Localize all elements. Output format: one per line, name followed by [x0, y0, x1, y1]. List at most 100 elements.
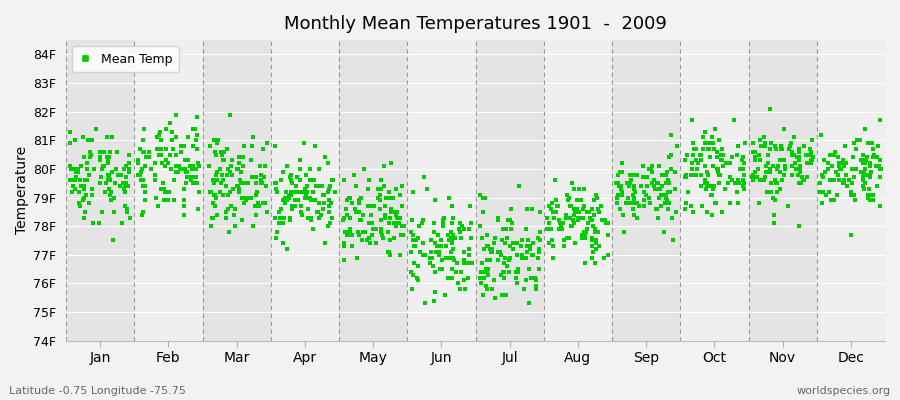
- Point: [256, 174, 271, 181]
- Point: [839, 160, 853, 166]
- Point: [436, 223, 451, 229]
- Point: [496, 269, 510, 275]
- Legend: Mean Temp: Mean Temp: [72, 46, 179, 72]
- Point: [688, 157, 703, 164]
- Point: [77, 186, 92, 192]
- Point: [860, 154, 874, 161]
- Point: [627, 183, 642, 189]
- Point: [395, 232, 410, 238]
- Point: [580, 220, 595, 226]
- Point: [184, 163, 198, 169]
- Point: [73, 203, 87, 209]
- Point: [291, 174, 305, 181]
- Point: [207, 177, 221, 184]
- Point: [158, 188, 172, 195]
- Point: [190, 146, 204, 152]
- Point: [285, 188, 300, 195]
- Point: [679, 200, 693, 206]
- Point: [642, 194, 656, 201]
- Point: [76, 134, 90, 141]
- Point: [853, 137, 868, 144]
- Point: [685, 117, 699, 124]
- Point: [725, 154, 740, 161]
- Point: [244, 157, 258, 164]
- Point: [154, 137, 168, 144]
- Point: [185, 180, 200, 186]
- Point: [472, 192, 487, 198]
- Point: [444, 234, 458, 241]
- Point: [475, 234, 490, 241]
- Point: [408, 243, 422, 249]
- Point: [678, 174, 692, 181]
- Point: [491, 249, 505, 255]
- Bar: [544, 40, 612, 340]
- Point: [734, 157, 749, 164]
- Point: [668, 168, 682, 175]
- Point: [100, 154, 114, 161]
- Point: [297, 194, 311, 201]
- Point: [713, 172, 727, 178]
- Point: [352, 209, 366, 215]
- Point: [463, 203, 477, 209]
- Point: [388, 212, 402, 218]
- Point: [612, 183, 626, 189]
- Point: [664, 214, 679, 221]
- Point: [847, 140, 861, 146]
- Point: [582, 214, 597, 221]
- Point: [439, 254, 454, 261]
- Point: [491, 214, 505, 221]
- Point: [412, 223, 427, 229]
- Point: [556, 243, 571, 249]
- Point: [122, 168, 136, 175]
- Point: [580, 226, 594, 232]
- Point: [63, 177, 77, 184]
- Point: [776, 157, 790, 164]
- Point: [366, 203, 381, 209]
- Point: [572, 209, 586, 215]
- Point: [522, 266, 536, 272]
- Point: [753, 137, 768, 144]
- Point: [107, 209, 122, 215]
- Point: [209, 177, 223, 184]
- Point: [590, 246, 604, 252]
- Point: [133, 146, 148, 152]
- Point: [587, 212, 601, 218]
- Point: [362, 234, 376, 241]
- Point: [706, 163, 720, 169]
- Point: [374, 197, 388, 204]
- Point: [106, 237, 121, 244]
- Point: [832, 160, 846, 166]
- Point: [407, 243, 421, 249]
- Point: [224, 203, 238, 209]
- Point: [847, 174, 861, 181]
- Point: [339, 206, 354, 212]
- Point: [342, 229, 356, 235]
- Point: [763, 168, 778, 175]
- Point: [759, 163, 773, 169]
- Point: [427, 297, 441, 304]
- Point: [693, 151, 707, 158]
- Point: [423, 237, 437, 244]
- Point: [273, 214, 287, 221]
- Point: [69, 168, 84, 175]
- Point: [648, 186, 662, 192]
- Point: [860, 157, 874, 164]
- Point: [731, 200, 745, 206]
- Point: [254, 177, 268, 184]
- Point: [844, 232, 859, 238]
- Point: [436, 214, 451, 221]
- Point: [827, 151, 842, 158]
- Point: [100, 134, 114, 141]
- Point: [65, 177, 79, 184]
- Point: [511, 266, 526, 272]
- Point: [212, 137, 226, 144]
- Point: [96, 148, 111, 155]
- Point: [323, 220, 338, 226]
- Point: [210, 177, 224, 184]
- Point: [280, 163, 294, 169]
- Point: [503, 254, 517, 261]
- Point: [234, 180, 248, 186]
- Point: [795, 180, 809, 186]
- Point: [283, 174, 297, 181]
- Point: [307, 177, 321, 184]
